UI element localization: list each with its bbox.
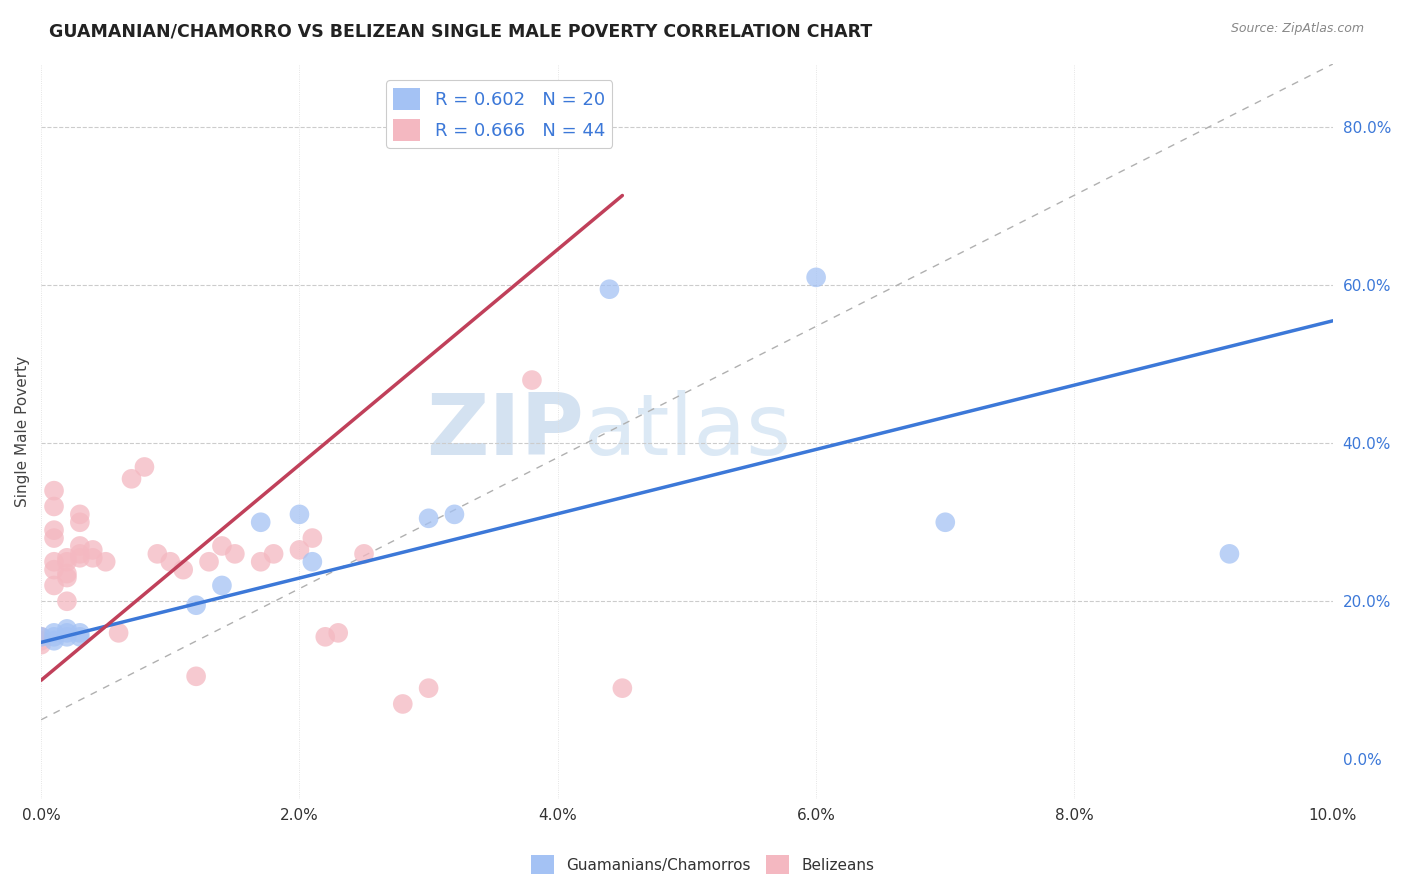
Point	[249, 555, 271, 569]
Point	[146, 547, 169, 561]
Point	[69, 547, 91, 561]
Point	[56, 625, 79, 640]
Point	[418, 511, 440, 525]
Point	[934, 515, 956, 529]
Point	[56, 594, 79, 608]
Point	[198, 555, 221, 569]
Point	[42, 630, 65, 644]
Point	[184, 598, 207, 612]
Point	[56, 630, 79, 644]
Point	[314, 630, 336, 644]
Point	[443, 508, 465, 522]
Point	[42, 531, 65, 545]
Point	[42, 523, 65, 537]
Point	[69, 515, 91, 529]
Point	[82, 542, 104, 557]
Point	[42, 633, 65, 648]
Point	[288, 542, 311, 557]
Point	[69, 630, 91, 644]
Point	[184, 669, 207, 683]
Point	[1218, 547, 1240, 561]
Point	[56, 555, 79, 569]
Legend: R = 0.602   N = 20, R = 0.666   N = 44: R = 0.602 N = 20, R = 0.666 N = 44	[387, 80, 613, 148]
Point	[288, 508, 311, 522]
Point	[94, 555, 117, 569]
Point	[30, 638, 52, 652]
Point	[121, 472, 143, 486]
Point	[30, 633, 52, 648]
Point	[612, 681, 634, 695]
Text: Source: ZipAtlas.com: Source: ZipAtlas.com	[1230, 22, 1364, 36]
Y-axis label: Single Male Poverty: Single Male Poverty	[15, 356, 30, 507]
Point	[211, 578, 233, 592]
Point	[42, 483, 65, 498]
Point	[42, 500, 65, 514]
Point	[30, 630, 52, 644]
Text: ZIP: ZIP	[426, 390, 583, 473]
Point	[56, 566, 79, 581]
Point	[211, 539, 233, 553]
Point	[328, 625, 350, 640]
Text: GUAMANIAN/CHAMORRO VS BELIZEAN SINGLE MALE POVERTY CORRELATION CHART: GUAMANIAN/CHAMORRO VS BELIZEAN SINGLE MA…	[49, 22, 873, 40]
Point	[134, 459, 156, 474]
Point	[172, 563, 194, 577]
Point	[69, 508, 91, 522]
Point	[224, 547, 246, 561]
Point	[263, 547, 285, 561]
Point	[56, 570, 79, 584]
Point	[56, 550, 79, 565]
Point	[69, 625, 91, 640]
Point	[598, 282, 620, 296]
Point	[159, 555, 181, 569]
Point	[107, 625, 129, 640]
Point	[42, 625, 65, 640]
Point	[301, 531, 323, 545]
Point	[42, 555, 65, 569]
Point	[520, 373, 543, 387]
Point	[56, 622, 79, 636]
Text: atlas: atlas	[583, 390, 792, 473]
Point	[69, 539, 91, 553]
Legend: Guamanians/Chamorros, Belizeans: Guamanians/Chamorros, Belizeans	[526, 849, 880, 880]
Point	[804, 270, 827, 285]
Point	[249, 515, 271, 529]
Point	[418, 681, 440, 695]
Point	[301, 555, 323, 569]
Point	[42, 578, 65, 592]
Point	[69, 550, 91, 565]
Point	[42, 563, 65, 577]
Point	[391, 697, 413, 711]
Point	[353, 547, 375, 561]
Point	[30, 630, 52, 644]
Point	[82, 550, 104, 565]
